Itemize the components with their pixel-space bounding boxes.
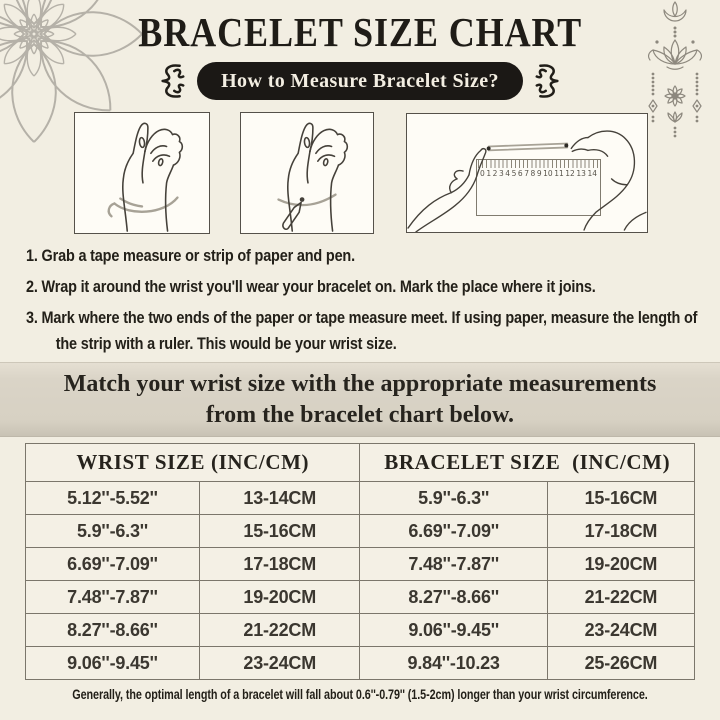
wrist-inch-cell: 6.69''-7.09'' <box>25 547 200 581</box>
wrist-inch-cell: 9.06''-9.45'' <box>25 646 200 680</box>
bracelet-cm-cell: 21-22CM <box>546 580 696 614</box>
wrist-cm-cell: 21-22CM <box>198 613 361 647</box>
ruler: 0 1 2 3 4 5 6 7 8 9 10 11 12 13 14 <box>476 159 601 216</box>
bracelet-cm-cell: 19-20CM <box>546 547 696 581</box>
hand-with-tape-drawing <box>107 122 184 232</box>
page-title-text: BRACELET SIZE CHART <box>138 9 582 55</box>
bracelet-cm-cell: 15-16CM <box>546 481 696 515</box>
hands-holding-strip-drawing <box>407 130 647 232</box>
wrist-cm-cell: 13-14CM <box>198 481 361 515</box>
instruction-step-1: 1. Grab a tape measure or strip of paper… <box>26 246 355 265</box>
footnote: Generally, the optimal length of a brace… <box>72 687 648 702</box>
ruler-ticks <box>478 160 599 168</box>
bracelet-size-header: BRACELET SIZE (INC/CM) <box>359 443 695 482</box>
how-to-measure-badge: How to Measure Bracelet Size? <box>197 62 523 100</box>
bracelet-cm-cell: 17-18CM <box>546 514 696 548</box>
squiggle-bracket-right-icon <box>535 64 559 98</box>
wrist-cm-cell: 17-18CM <box>198 547 361 581</box>
table-row: 5.12''-5.52'' 13-14CM 5.9''-6.3'' 15-16C… <box>25 481 696 515</box>
illustration-wrap-tape <box>74 112 210 234</box>
bracelet-cm-cell: 23-24CM <box>546 613 696 647</box>
squiggle-bracket-left-icon <box>161 64 185 98</box>
table-row: 8.27''-8.66'' 21-22CM 9.06''-9.45'' 23-2… <box>25 613 696 647</box>
page-title: BRACELET SIZE CHART <box>0 8 720 56</box>
bracelet-inch-cell: 5.9''-6.3'' <box>359 481 548 515</box>
wrist-cm-cell: 19-20CM <box>198 580 361 614</box>
instruction-step-3: 3. Mark where the two ends of the paper … <box>26 308 698 353</box>
bracelet-inch-cell: 8.27''-8.66'' <box>359 580 548 614</box>
wrist-inch-cell: 5.12''-5.52'' <box>25 481 200 515</box>
table-row: 6.69''-7.09'' 17-18CM 7.48''-7.87'' 19-2… <box>25 547 696 581</box>
banner-line-1: Match your wrist size with the appropria… <box>63 371 657 397</box>
table-row: 9.06''-9.45'' 23-24CM 9.84''-10.23 25-26… <box>25 646 696 680</box>
wrist-cm-cell: 15-16CM <box>198 514 361 548</box>
match-banner: Match your wrist size with the appropria… <box>0 362 720 437</box>
ruler-numbers: 0 1 2 3 4 5 6 7 8 9 10 11 12 13 14 <box>480 169 597 178</box>
table-row: 5.9''-6.3'' 15-16CM 6.69''-7.09'' 17-18C… <box>25 514 696 548</box>
table-header-row: WRIST SIZE (INC/CM) BRACELET SIZE (INC/C… <box>24 443 695 482</box>
bracelet-inch-cell: 9.06''-9.45'' <box>359 613 548 647</box>
table-row: 7.48''-7.87'' 19-20CM 8.27''-8.66'' 21-2… <box>25 580 696 614</box>
wrist-inch-cell: 5.9''-6.3'' <box>25 514 200 548</box>
bracelet-inch-cell: 7.48''-7.87'' <box>359 547 548 581</box>
bracelet-cm-cell: 25-26CM <box>546 646 696 680</box>
illustration-mark-pen <box>240 112 374 234</box>
banner-line-2: from the bracelet chart below. <box>205 402 515 428</box>
illustration-measure-ruler: 0 1 2 3 4 5 6 7 8 9 10 11 12 13 14 <box>406 113 648 233</box>
wrist-size-header: WRIST SIZE (INC/CM) <box>24 443 361 482</box>
instruction-step-2: 2. Wrap it around the wrist you'll wear … <box>26 277 596 296</box>
wrist-inch-cell: 7.48''-7.87'' <box>25 580 200 614</box>
instructions-list: 1. Grab a tape measure or strip of paper… <box>26 243 706 362</box>
bracelet-inch-cell: 6.69''-7.09'' <box>359 514 548 548</box>
hand-with-pen-drawing <box>277 122 349 232</box>
wrist-inch-cell: 8.27''-8.66'' <box>25 613 200 647</box>
bracelet-inch-cell: 9.84''-10.23 <box>359 646 548 680</box>
badge-row: How to Measure Bracelet Size? <box>0 60 720 102</box>
wrist-cm-cell: 23-24CM <box>198 646 361 680</box>
size-table: WRIST SIZE (INC/CM) BRACELET SIZE (INC/C… <box>24 443 696 680</box>
